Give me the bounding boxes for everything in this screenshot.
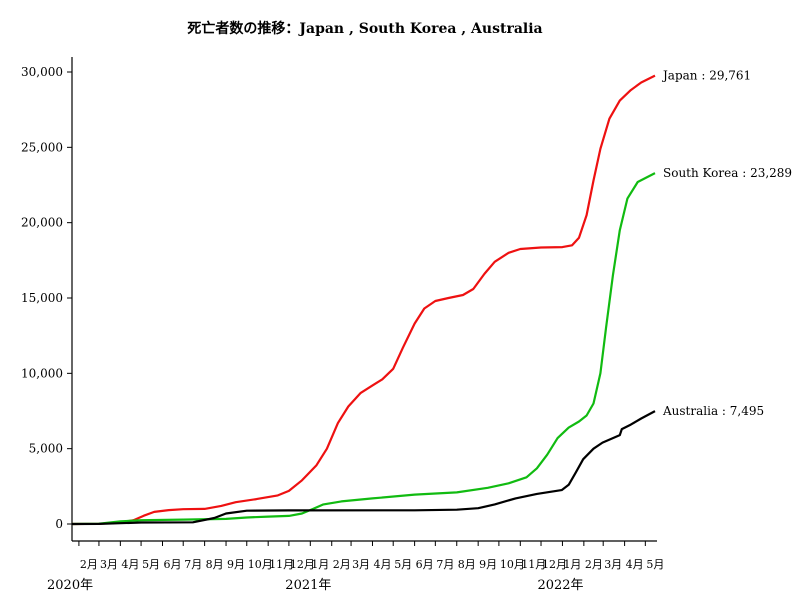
x-tick-label: 4月 (373, 558, 391, 571)
y-tick-label: 5,000 (29, 442, 63, 456)
chart-title: 死亡者数の推移：Japan , South Korea , Australia (186, 20, 542, 37)
x-tick-label: 6月 (416, 558, 434, 571)
y-tick-label: 25,000 (21, 140, 63, 154)
x-tick-label: 12月 (290, 558, 315, 571)
year-label: 2022年 (537, 578, 583, 593)
x-tick-label: 5月 (646, 558, 664, 571)
x-tick-label: 1月 (563, 558, 581, 571)
y-tick-label: 20,000 (21, 216, 63, 230)
y-tick-label: 15,000 (21, 291, 63, 305)
x-tick-label: 3月 (604, 558, 622, 571)
end-label-south-korea: South Korea : 23,289 (663, 166, 792, 180)
y-tick-label: 10,000 (21, 366, 63, 380)
x-tick-label: 4月 (626, 558, 644, 571)
end-labels: Japan : 29,761 South Korea : 23,289 Austra… (661, 69, 792, 418)
x-tick-label: 4月 (121, 558, 139, 571)
end-label-australia: Australia : 7,495 (662, 404, 764, 418)
series-line-south-korea (71, 172, 656, 526)
x-tick-label: 3月 (100, 558, 118, 571)
series-lines (71, 74, 656, 526)
x-tick-label: 11月 (521, 558, 546, 571)
x-tick-label: 1月 (311, 558, 329, 571)
end-label-japan: Japan : 29,761 (661, 69, 751, 83)
x-tick-label: 5月 (394, 558, 412, 571)
x-tick-label: 8月 (206, 558, 224, 571)
year-label: 2021年 (285, 578, 331, 593)
y-ticks: 0 5,000 10,000 15,000 20,000 25,000 30,000 (21, 65, 72, 531)
y-tick-label: 0 (55, 517, 63, 531)
x-tick-label: 3月 (352, 558, 370, 571)
x-tick-label: 2月 (333, 558, 351, 571)
x-tick-label: 8月 (458, 558, 476, 571)
series-line-australia (71, 410, 656, 526)
x-tick-label: 2月 (585, 558, 603, 571)
x-tick-label: 7月 (184, 558, 202, 571)
x-tick-label: 5月 (142, 558, 160, 571)
year-labels: 2020年 2021年 2022年 (47, 578, 584, 593)
x-tick-label: 9月 (227, 558, 245, 571)
x-tick-label: 10月 (248, 558, 273, 571)
y-tick-label: 30,000 (21, 65, 63, 79)
x-tick-label: 7月 (436, 558, 454, 571)
series-line-japan (71, 74, 656, 526)
x-tick-label: 6月 (163, 558, 181, 571)
x-tick-label: 2月 (80, 558, 98, 571)
x-tick-label: 9月 (479, 558, 497, 571)
x-tick-label: 11月 (269, 558, 294, 571)
x-tick-label: 12月 (542, 558, 567, 571)
year-label: 2020年 (47, 578, 93, 593)
x-tick-label: 10月 (500, 558, 525, 571)
